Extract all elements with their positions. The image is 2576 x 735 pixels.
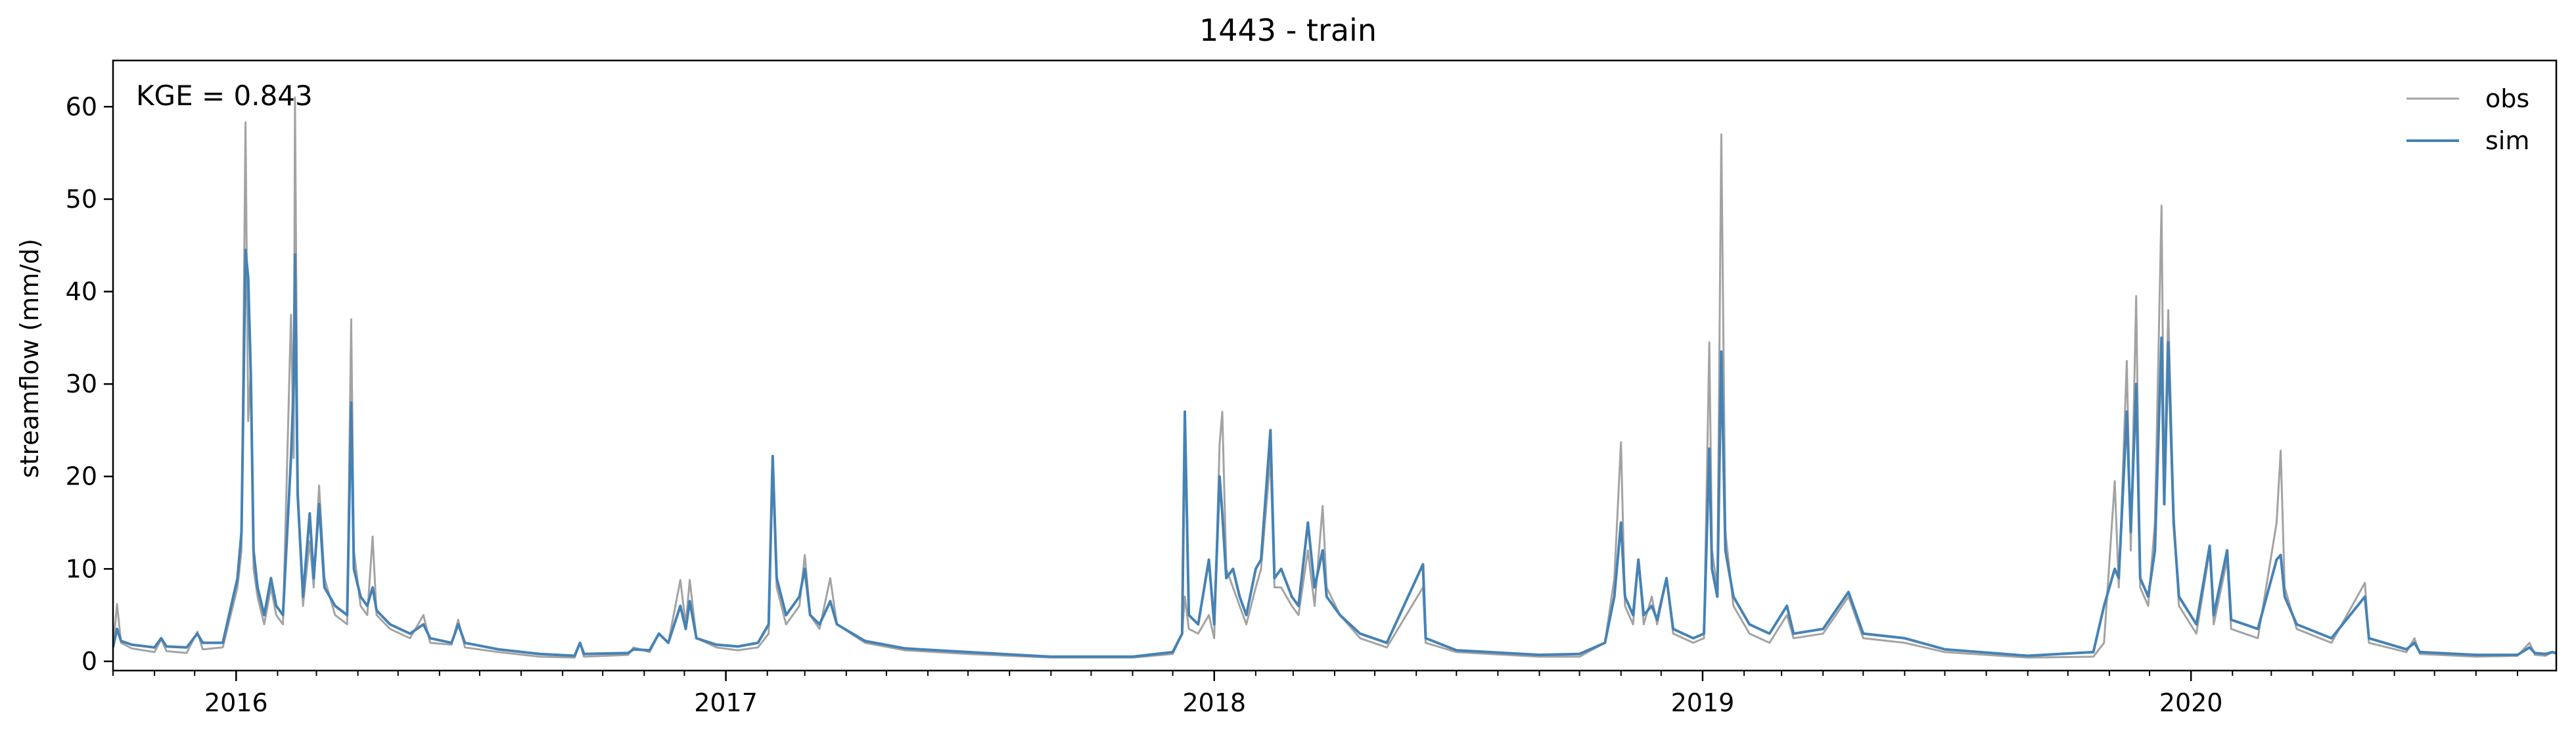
y-tick-label: 40 bbox=[66, 277, 97, 306]
plot-area-frame bbox=[112, 59, 2558, 672]
legend: obs sim bbox=[2406, 84, 2529, 155]
x-tick-label: 2017 bbox=[694, 688, 758, 717]
x-tick-label: 2016 bbox=[204, 688, 268, 717]
y-tick-label: 30 bbox=[66, 369, 97, 398]
series-line-sim bbox=[113, 249, 2556, 658]
y-tick-label: 20 bbox=[66, 462, 97, 491]
y-tick-label: 10 bbox=[66, 554, 97, 583]
chart-title: 1443 - train bbox=[1199, 12, 1377, 48]
legend-label-sim: sim bbox=[2485, 126, 2529, 155]
x-tick-label: 2019 bbox=[1671, 688, 1735, 717]
y-axis-label: streamflow (mm/d) bbox=[15, 239, 44, 478]
y-tick-label: 60 bbox=[66, 92, 97, 121]
legend-label-obs: obs bbox=[2485, 84, 2529, 113]
x-tick-label: 2020 bbox=[2159, 688, 2223, 717]
y-tick-label: 0 bbox=[81, 647, 97, 676]
y-axis-ticks: 0 10 20 30 40 50 60 bbox=[66, 92, 113, 676]
y-tick-label: 50 bbox=[66, 185, 97, 214]
kge-annotation: KGE = 0.843 bbox=[136, 80, 313, 112]
series-layer bbox=[113, 96, 2556, 659]
x-axis-ticks: 2016 2017 2018 2019 2020 bbox=[112, 671, 2518, 717]
x-tick-label: 2018 bbox=[1182, 688, 1246, 717]
